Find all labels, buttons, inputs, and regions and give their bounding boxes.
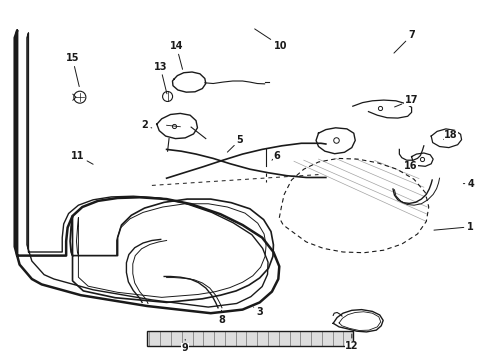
Text: 2: 2 [141, 120, 152, 130]
Text: 15: 15 [66, 53, 79, 86]
Text: 10: 10 [255, 29, 287, 51]
Text: 8: 8 [218, 310, 225, 325]
Text: 9: 9 [182, 339, 189, 354]
Text: 12: 12 [345, 334, 359, 351]
Text: 5: 5 [227, 135, 244, 152]
Text: 13: 13 [153, 62, 167, 94]
Text: 16: 16 [404, 161, 417, 171]
Text: 3: 3 [253, 307, 263, 317]
Text: 18: 18 [443, 130, 458, 140]
Text: 14: 14 [170, 41, 183, 69]
Text: 6: 6 [272, 150, 280, 161]
Text: 17: 17 [394, 95, 418, 107]
Polygon shape [147, 331, 353, 346]
Text: 4: 4 [464, 179, 475, 189]
Text: 1: 1 [434, 222, 474, 232]
Text: 11: 11 [71, 150, 93, 164]
Text: 7: 7 [394, 30, 415, 53]
